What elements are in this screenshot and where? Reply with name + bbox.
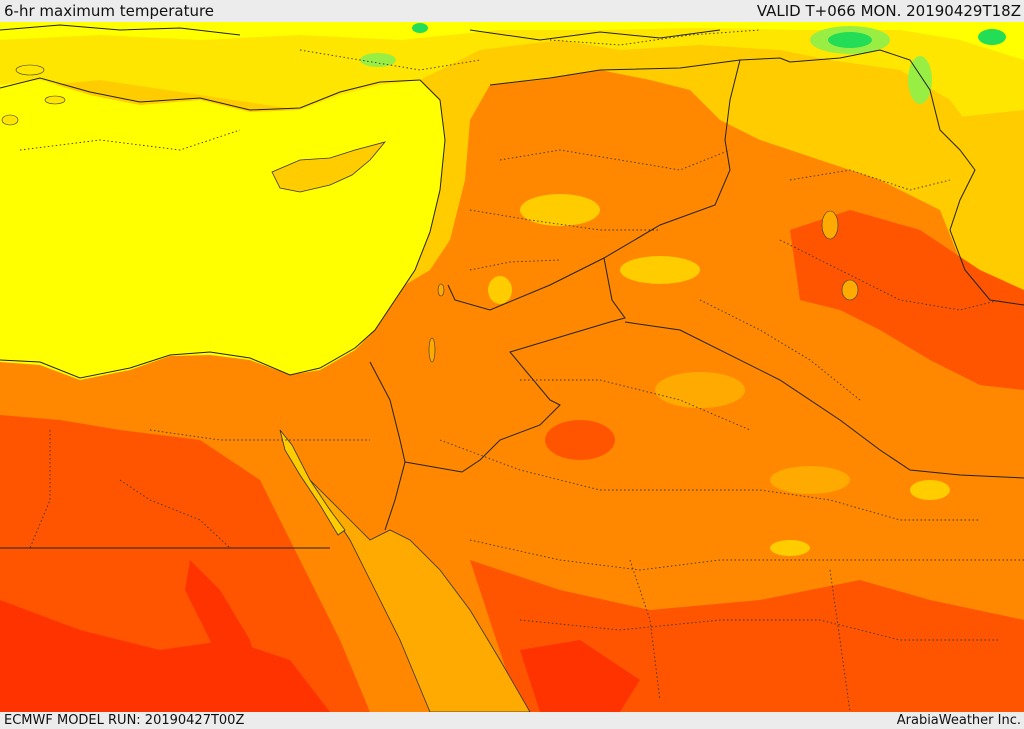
- amber-patch-8: [910, 480, 950, 500]
- cool-spot-north: [360, 53, 396, 67]
- footer-bar: ECMWF MODEL RUN: 20190427T00Z ArabiaWeat…: [0, 712, 1024, 729]
- cyprus-island: [271, 141, 387, 193]
- cool-spot-east: [978, 29, 1006, 45]
- northern-pale-band: [0, 22, 1024, 170]
- lake-habbaniyah: [841, 279, 859, 301]
- cool-spot-northeast-core: [828, 32, 872, 48]
- cool-spot-small: [412, 23, 428, 33]
- credit-label: ArabiaWeather Inc.: [896, 713, 1021, 728]
- nile-hot-strip: [185, 560, 270, 712]
- dead-sea: [428, 337, 436, 363]
- amber-patch-3: [770, 466, 850, 494]
- zagros-warm-belt: [930, 110, 1024, 300]
- aegean-islands: [1, 64, 66, 126]
- amber-patch-6: [520, 194, 600, 226]
- red-sea: [299, 469, 531, 712]
- coastlines: [0, 24, 721, 379]
- arabia-hottest-core: [520, 640, 640, 712]
- lake-tharthar: [821, 210, 839, 240]
- mesopotamia-hot-zone: [790, 210, 1024, 390]
- far-north-yellow: [0, 22, 1024, 60]
- amber-patch-2: [655, 372, 745, 408]
- temperature-map[interactable]: [0, 22, 1024, 712]
- amber-patch-4: [488, 276, 512, 304]
- amber-patch-1: [545, 420, 615, 460]
- lake-tiberias: [437, 283, 445, 297]
- cool-spot-ridge: [908, 56, 932, 104]
- amber-patch-5: [620, 256, 700, 284]
- gulf-of-suez: [279, 429, 346, 536]
- header-bar: 6-hr maximum temperature VALID T+066 MON…: [0, 0, 1024, 22]
- mediterranean-sea: [0, 80, 445, 380]
- model-run-label: ECMWF MODEL RUN: 20190427T00Z: [4, 713, 245, 728]
- valid-time-label: VALID T+066 MON. 20190429T18Z: [756, 2, 1021, 20]
- map-title: 6-hr maximum temperature: [4, 2, 215, 20]
- country-borders: [0, 49, 1024, 549]
- amber-patch-7: [770, 540, 810, 556]
- province-borders: [19, 29, 1024, 712]
